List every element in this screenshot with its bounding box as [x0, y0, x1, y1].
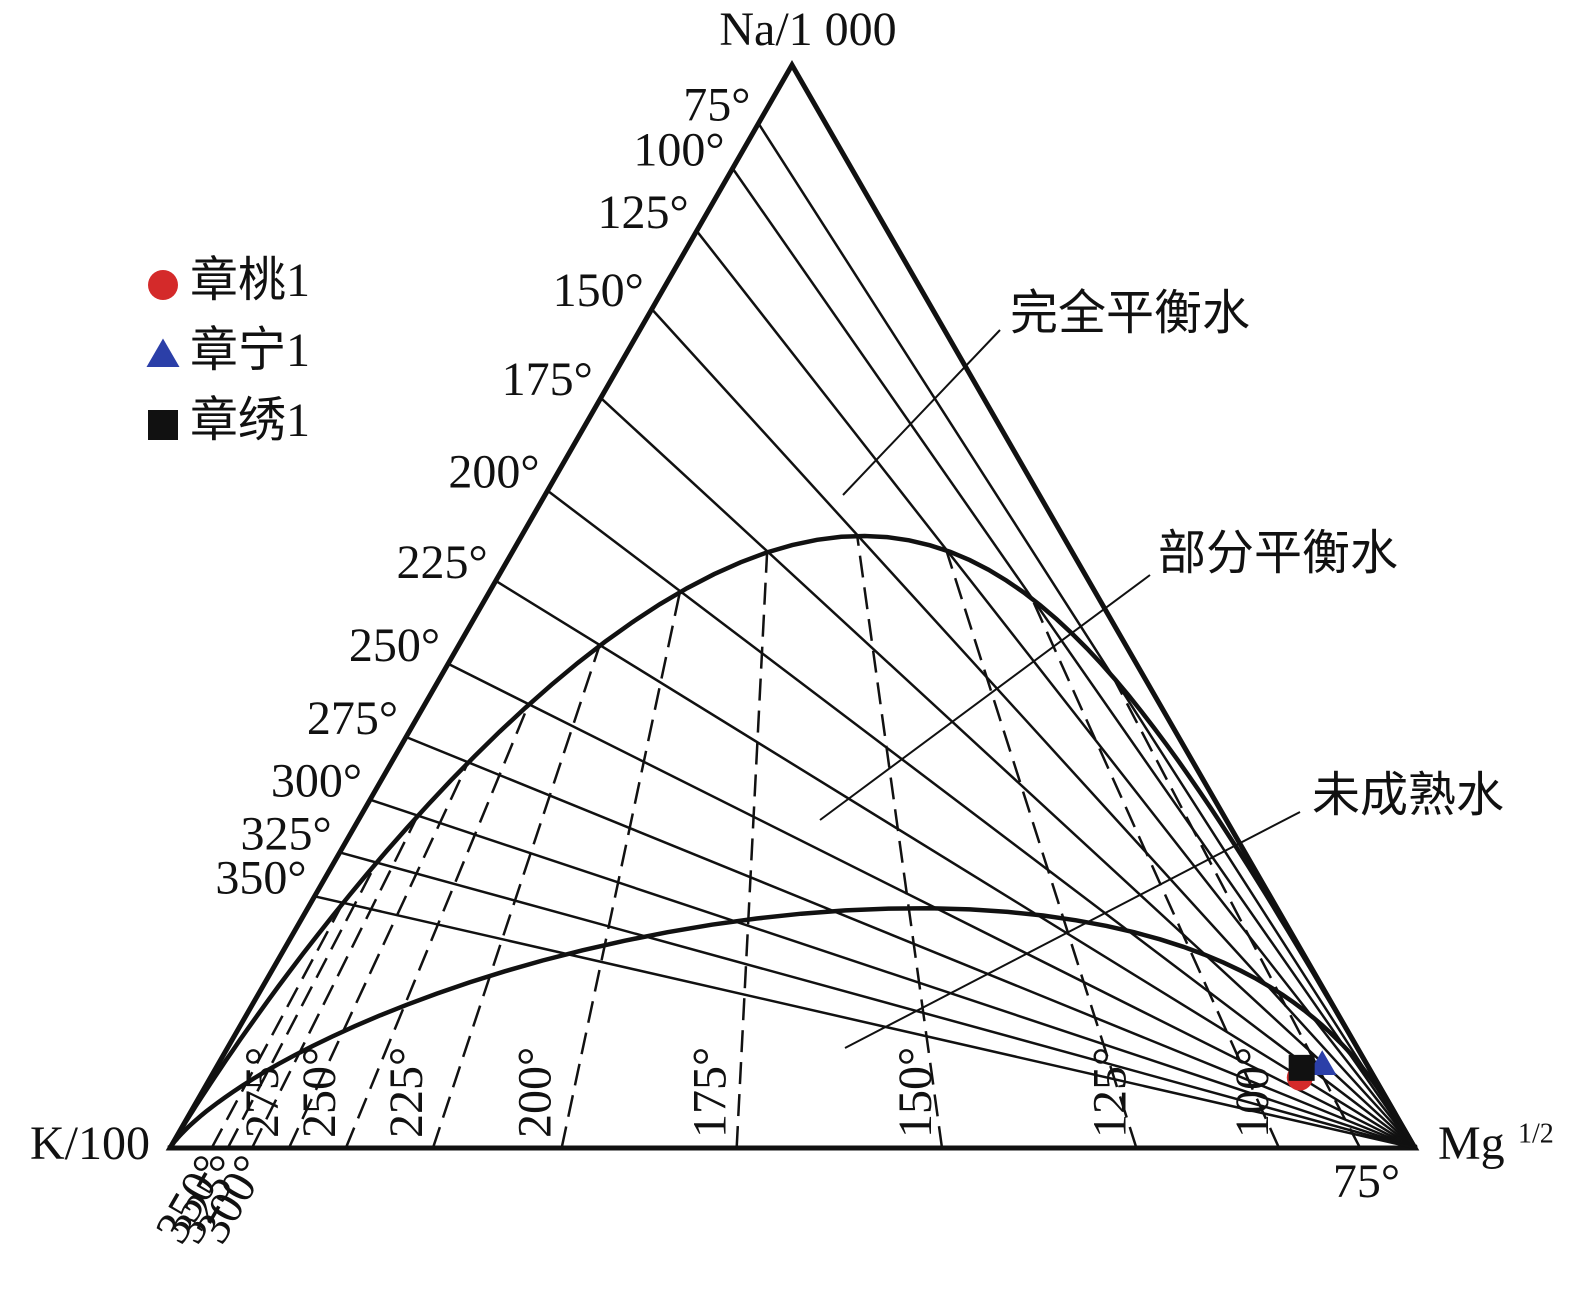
na-k-isotherm-label: 125° — [597, 186, 688, 239]
k-mg-isotherm — [855, 534, 944, 1149]
k-mg-isotherm — [250, 815, 419, 1149]
na-k-isotherm — [405, 735, 1416, 1150]
data-point — [1307, 1050, 1337, 1076]
apex-label-mg-sup: 1/2 — [1518, 1118, 1554, 1149]
partial-equilibrium-curve — [167, 906, 1418, 1151]
apex-label-na: Na/1 000 — [719, 3, 896, 56]
k-mg-isotherm — [226, 861, 378, 1149]
k-mg-isotherm — [287, 761, 470, 1149]
legend-label: 章宁1 — [190, 324, 310, 377]
na-k-isotherm-label: 150° — [553, 264, 644, 317]
k-mg-isotherm-label: 225° — [380, 1047, 433, 1138]
na-k-isotherm-label: 325° — [241, 807, 332, 860]
na-k-isotherm-label: 350° — [215, 851, 306, 904]
leader-lines — [819, 329, 1301, 1049]
k-mg-isotherm — [944, 548, 1138, 1149]
k-mg-isotherm-label: 175° — [684, 1047, 737, 1138]
k-mg-isotherm — [1111, 675, 1362, 1149]
na-k-isotherm — [495, 579, 1416, 1150]
legend-marker — [146, 338, 180, 367]
legend-marker — [148, 410, 178, 440]
na-k-isotherm — [314, 895, 1416, 1150]
k-mg-isotherm-label: 250° — [293, 1047, 346, 1138]
region-label: 完全平衡水 — [1010, 287, 1250, 340]
na-k-isotherm — [599, 397, 1416, 1149]
region-label: 未成熟水 — [1312, 769, 1504, 822]
na-k-isotherm — [546, 489, 1416, 1149]
k-mg-isotherm-label: 200° — [509, 1047, 562, 1138]
na-k-isotherm — [447, 662, 1416, 1150]
legend-marker — [148, 270, 178, 300]
na-k-isotherm — [369, 798, 1416, 1150]
k-mg-isotherm — [431, 644, 601, 1149]
leader-line — [842, 329, 1001, 496]
legend-label: 章桃1 — [190, 254, 310, 307]
na-k-isotherm-label: 200° — [448, 446, 539, 499]
na-k-isotherm-label: 100° — [633, 123, 724, 176]
leader-line — [819, 574, 1151, 821]
na-k-isotherm — [757, 122, 1417, 1149]
na-k-isotherm — [695, 230, 1416, 1149]
k-mg-isotherm — [344, 703, 530, 1149]
na-k-isotherm-label: 250° — [349, 619, 440, 672]
na-k-isotherm-label: 75° — [683, 78, 750, 131]
na-k-isotherm — [650, 308, 1416, 1149]
k-mg-isotherm-label: 150° — [889, 1047, 942, 1138]
k-mg-isotherm-label: 100° — [1226, 1047, 1279, 1138]
na-k-isotherm — [731, 167, 1417, 1149]
leader-line — [844, 811, 1301, 1049]
k-mg-isotherm — [735, 551, 769, 1149]
triangle-frame — [165, 59, 1420, 1151]
na-k-isotherm — [339, 851, 1416, 1150]
apex-label-k: K/100 — [30, 1117, 150, 1170]
k-mg-isotherm-label: 125° — [1083, 1047, 1136, 1138]
k-mg-isotherm — [210, 902, 345, 1149]
data-point — [1288, 1054, 1315, 1081]
region-label: 部分平衡水 — [1158, 527, 1398, 580]
na-k-isotherm-label: 300° — [271, 755, 362, 808]
k-mg-isotherm-label: 75° — [1333, 1155, 1400, 1208]
apex-label-mg: Mg — [1438, 1117, 1505, 1170]
legend-label: 章绣1 — [190, 394, 310, 447]
na-k-isotherm-label: 225° — [397, 536, 488, 589]
na-k-isotherm-label: 175° — [502, 353, 593, 406]
na-k-isotherm-label: 275° — [307, 692, 398, 745]
k-mg-isotherm — [1030, 596, 1281, 1149]
